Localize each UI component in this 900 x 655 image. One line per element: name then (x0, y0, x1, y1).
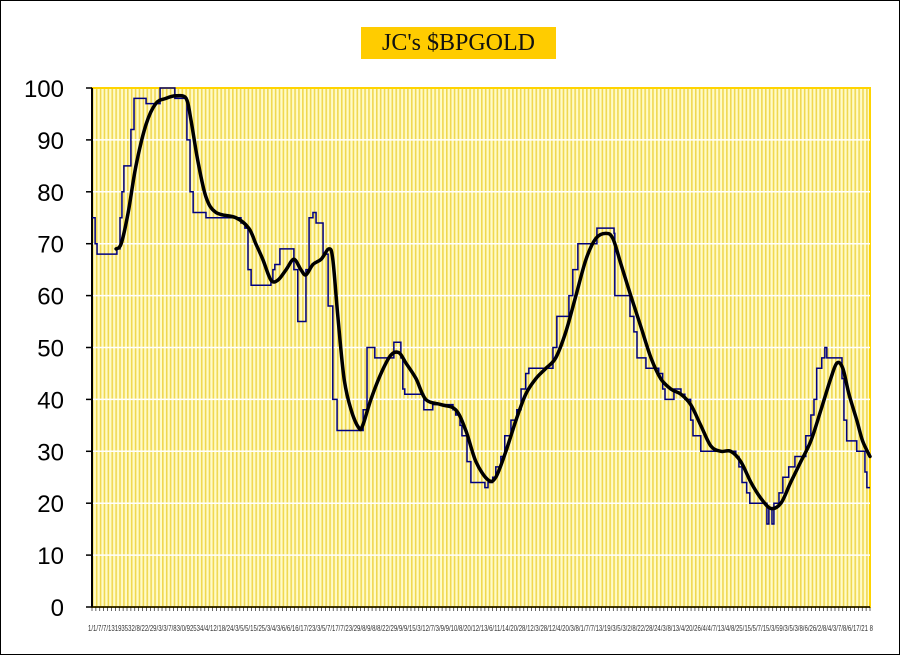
y-tick-label: 50 (37, 336, 64, 363)
y-tick-label: 20 (37, 491, 64, 518)
y-tick-label: 100 (24, 76, 64, 103)
chart-title: JC's $BPGOLD (361, 27, 556, 59)
x-tick-labels: 1/1/7/7/13193532/8/22/29/3/3/7/83/0/9253… (88, 624, 873, 633)
y-tick-label: 90 (37, 128, 64, 155)
y-tick-label: 60 (37, 284, 64, 311)
y-tick-label: 80 (37, 180, 64, 207)
y-tick-label: 0 (51, 595, 64, 622)
series-line-smoothed (114, 93, 872, 511)
y-tick-label: 40 (37, 387, 64, 414)
y-tick-label: 70 (37, 232, 64, 259)
y-tick-label: 30 (37, 439, 64, 466)
y-tick-label: 10 (37, 543, 64, 570)
